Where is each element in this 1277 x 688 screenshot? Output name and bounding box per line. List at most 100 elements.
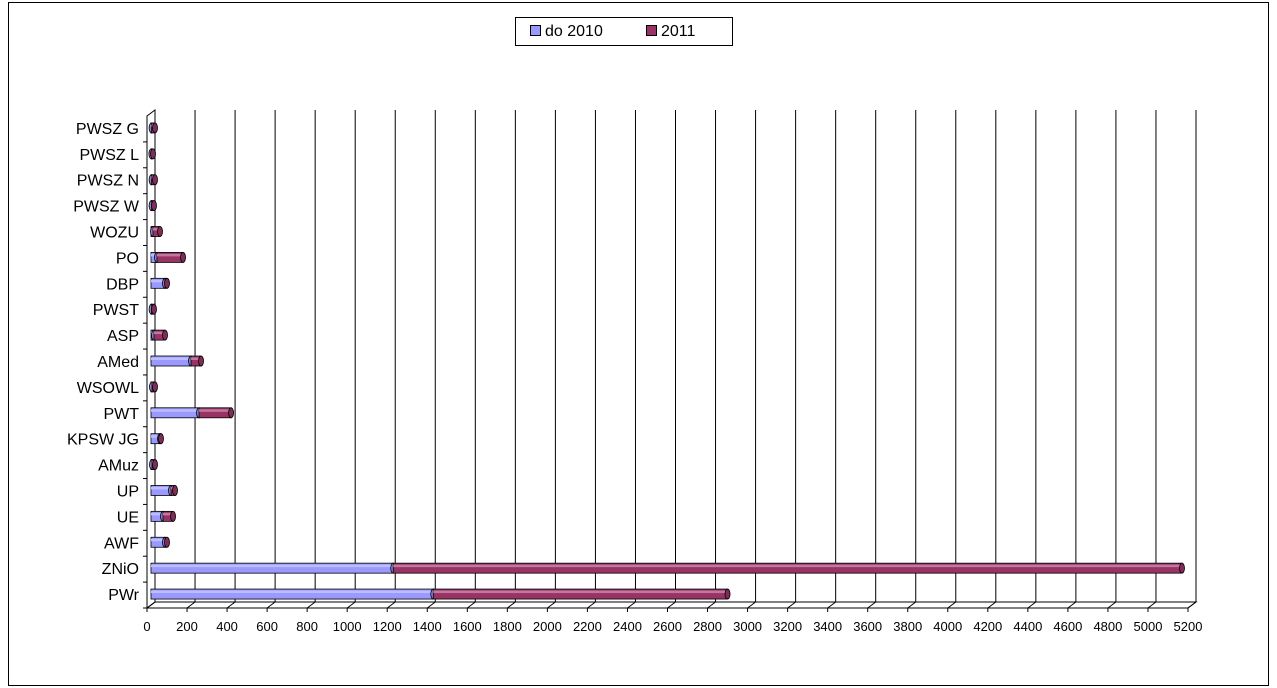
bar-2011-highlight (191, 357, 202, 360)
y-tick-label: UE (117, 509, 139, 526)
bar-do-2010-highlight (151, 538, 166, 542)
x-gridline-floor (667, 601, 676, 609)
x-tick-label: 3600 (853, 619, 882, 634)
bar-2011-highlight (163, 512, 174, 516)
y-tick-label: ASP (107, 328, 139, 345)
x-gridline-floor (1067, 601, 1077, 609)
legend: do 2010 2011 (515, 17, 733, 46)
bar-do-2010-highlight (151, 512, 164, 516)
bar-do-2010-highlight (151, 357, 192, 360)
y-tick-label: PWT (103, 406, 139, 423)
bar-do-2010-highlight (151, 486, 172, 490)
x-gridline-floor (947, 601, 957, 609)
x-tick-label: 2400 (613, 619, 642, 634)
x-tick-label: 4600 (1053, 619, 1082, 634)
x-tick-label: 2600 (653, 619, 682, 634)
x-gridline-floor (787, 601, 796, 609)
y-tick-label: KPSW JG (67, 432, 139, 449)
bar-2011-cap (198, 355, 204, 367)
y-tick-label: UP (117, 483, 139, 500)
bar-2011-highlight (199, 409, 232, 412)
y-tick-label: PWSZ L (79, 147, 139, 164)
legend-label-2011: 2011 (661, 23, 696, 40)
x-tick-label: 4200 (973, 619, 1002, 634)
x-gridline-floor (987, 601, 997, 609)
x-tick-label: 2800 (693, 619, 722, 634)
x-gridline-floor (426, 601, 436, 609)
x-gridline-floor (186, 601, 196, 609)
bar-2011-highlight (393, 564, 1182, 568)
legend-swatch-do-2010 (530, 25, 541, 37)
x-tick-label: 200 (176, 619, 198, 634)
x-tick-label: 1200 (373, 619, 402, 634)
bar-2011-cap (1179, 562, 1185, 574)
x-tick-label: 3400 (813, 619, 842, 634)
x-gridline-floor (587, 601, 596, 609)
y-tick-label: WOZU (90, 225, 139, 242)
x-tick-label: 4400 (1013, 619, 1042, 634)
x-tick-label: 2200 (573, 619, 602, 634)
y-tick-label: PO (116, 250, 139, 267)
bar-2011-cap (151, 200, 157, 212)
x-tick-label: 800 (296, 619, 318, 634)
x-gridline-floor (266, 601, 276, 609)
x-tick-label: 0 (143, 619, 150, 634)
x-tick-label: 600 (256, 619, 278, 634)
bar-do-2010-highlight (151, 435, 161, 438)
x-gridline-floor (627, 601, 636, 609)
x-gridline-floor (346, 601, 356, 609)
x-gridline-floor (707, 601, 716, 609)
x-tick-label: 1400 (413, 619, 442, 634)
bar-do-2010-highlight (151, 590, 434, 594)
x-gridline-floor (547, 601, 556, 609)
bar-2011-cap (172, 485, 178, 496)
y-tick-label: AWF (104, 535, 139, 552)
bar-2011-cap (152, 459, 158, 470)
bar-2011-cap (150, 148, 156, 160)
bar-2011-cap (152, 122, 158, 134)
x-tick-label: 1000 (333, 619, 362, 634)
x-gridline-floor (306, 601, 316, 609)
x-tick-label: 3200 (773, 619, 802, 634)
x-tick-label: 5000 (1134, 619, 1163, 634)
bar-2011-cap (152, 381, 158, 393)
x-gridline-floor (1107, 601, 1117, 609)
bar-2011-highlight (433, 590, 728, 594)
y-tick-label: PWSZ G (76, 121, 139, 138)
x-gridline-floor (467, 601, 476, 609)
x-gridline-floor (907, 601, 917, 609)
bar-2011-cap (724, 588, 731, 600)
y-tick-label: AMed (97, 354, 139, 371)
x-gridline-floor (1027, 601, 1037, 609)
y-tick-label: WSOWL (77, 380, 139, 397)
x-tick-label: 3000 (733, 619, 762, 634)
y-tick-label: PWSZ W (73, 199, 140, 216)
bar-do-2010-highlight (151, 279, 166, 283)
bar-2011-cap (170, 510, 176, 522)
x-gridline-floor (226, 601, 236, 609)
x-gridline-floor (1187, 601, 1197, 609)
x-gridline-floor (386, 601, 396, 609)
y-tick-label: DBP (106, 276, 139, 293)
x-tick-label: 5200 (1174, 619, 1203, 634)
bar-2011-highlight (153, 228, 161, 231)
bar-2011-cap (228, 407, 234, 419)
bar-do-2010-highlight (151, 253, 158, 257)
bar-2011-cap (158, 433, 164, 445)
bar-2011-cap (151, 303, 157, 315)
x-gridline-floor (747, 601, 756, 609)
x-tick-label: 1800 (493, 619, 522, 634)
bar-2011-cap (152, 174, 158, 186)
legend-label-do-2010: do 2010 (545, 23, 603, 40)
x-gridline-floor (1147, 601, 1157, 609)
bar-2011-highlight (154, 331, 166, 335)
bar-2011-cap (157, 226, 163, 237)
y-tick-label: PWr (108, 587, 139, 604)
bar-2011-cap (162, 329, 168, 341)
bar-2011-highlight (157, 253, 184, 257)
y-tick-label: AMuz (98, 458, 139, 475)
bar-2011-cap (180, 252, 186, 263)
bar-do-2010-highlight (151, 564, 394, 568)
bar-2011-cap (164, 536, 170, 548)
